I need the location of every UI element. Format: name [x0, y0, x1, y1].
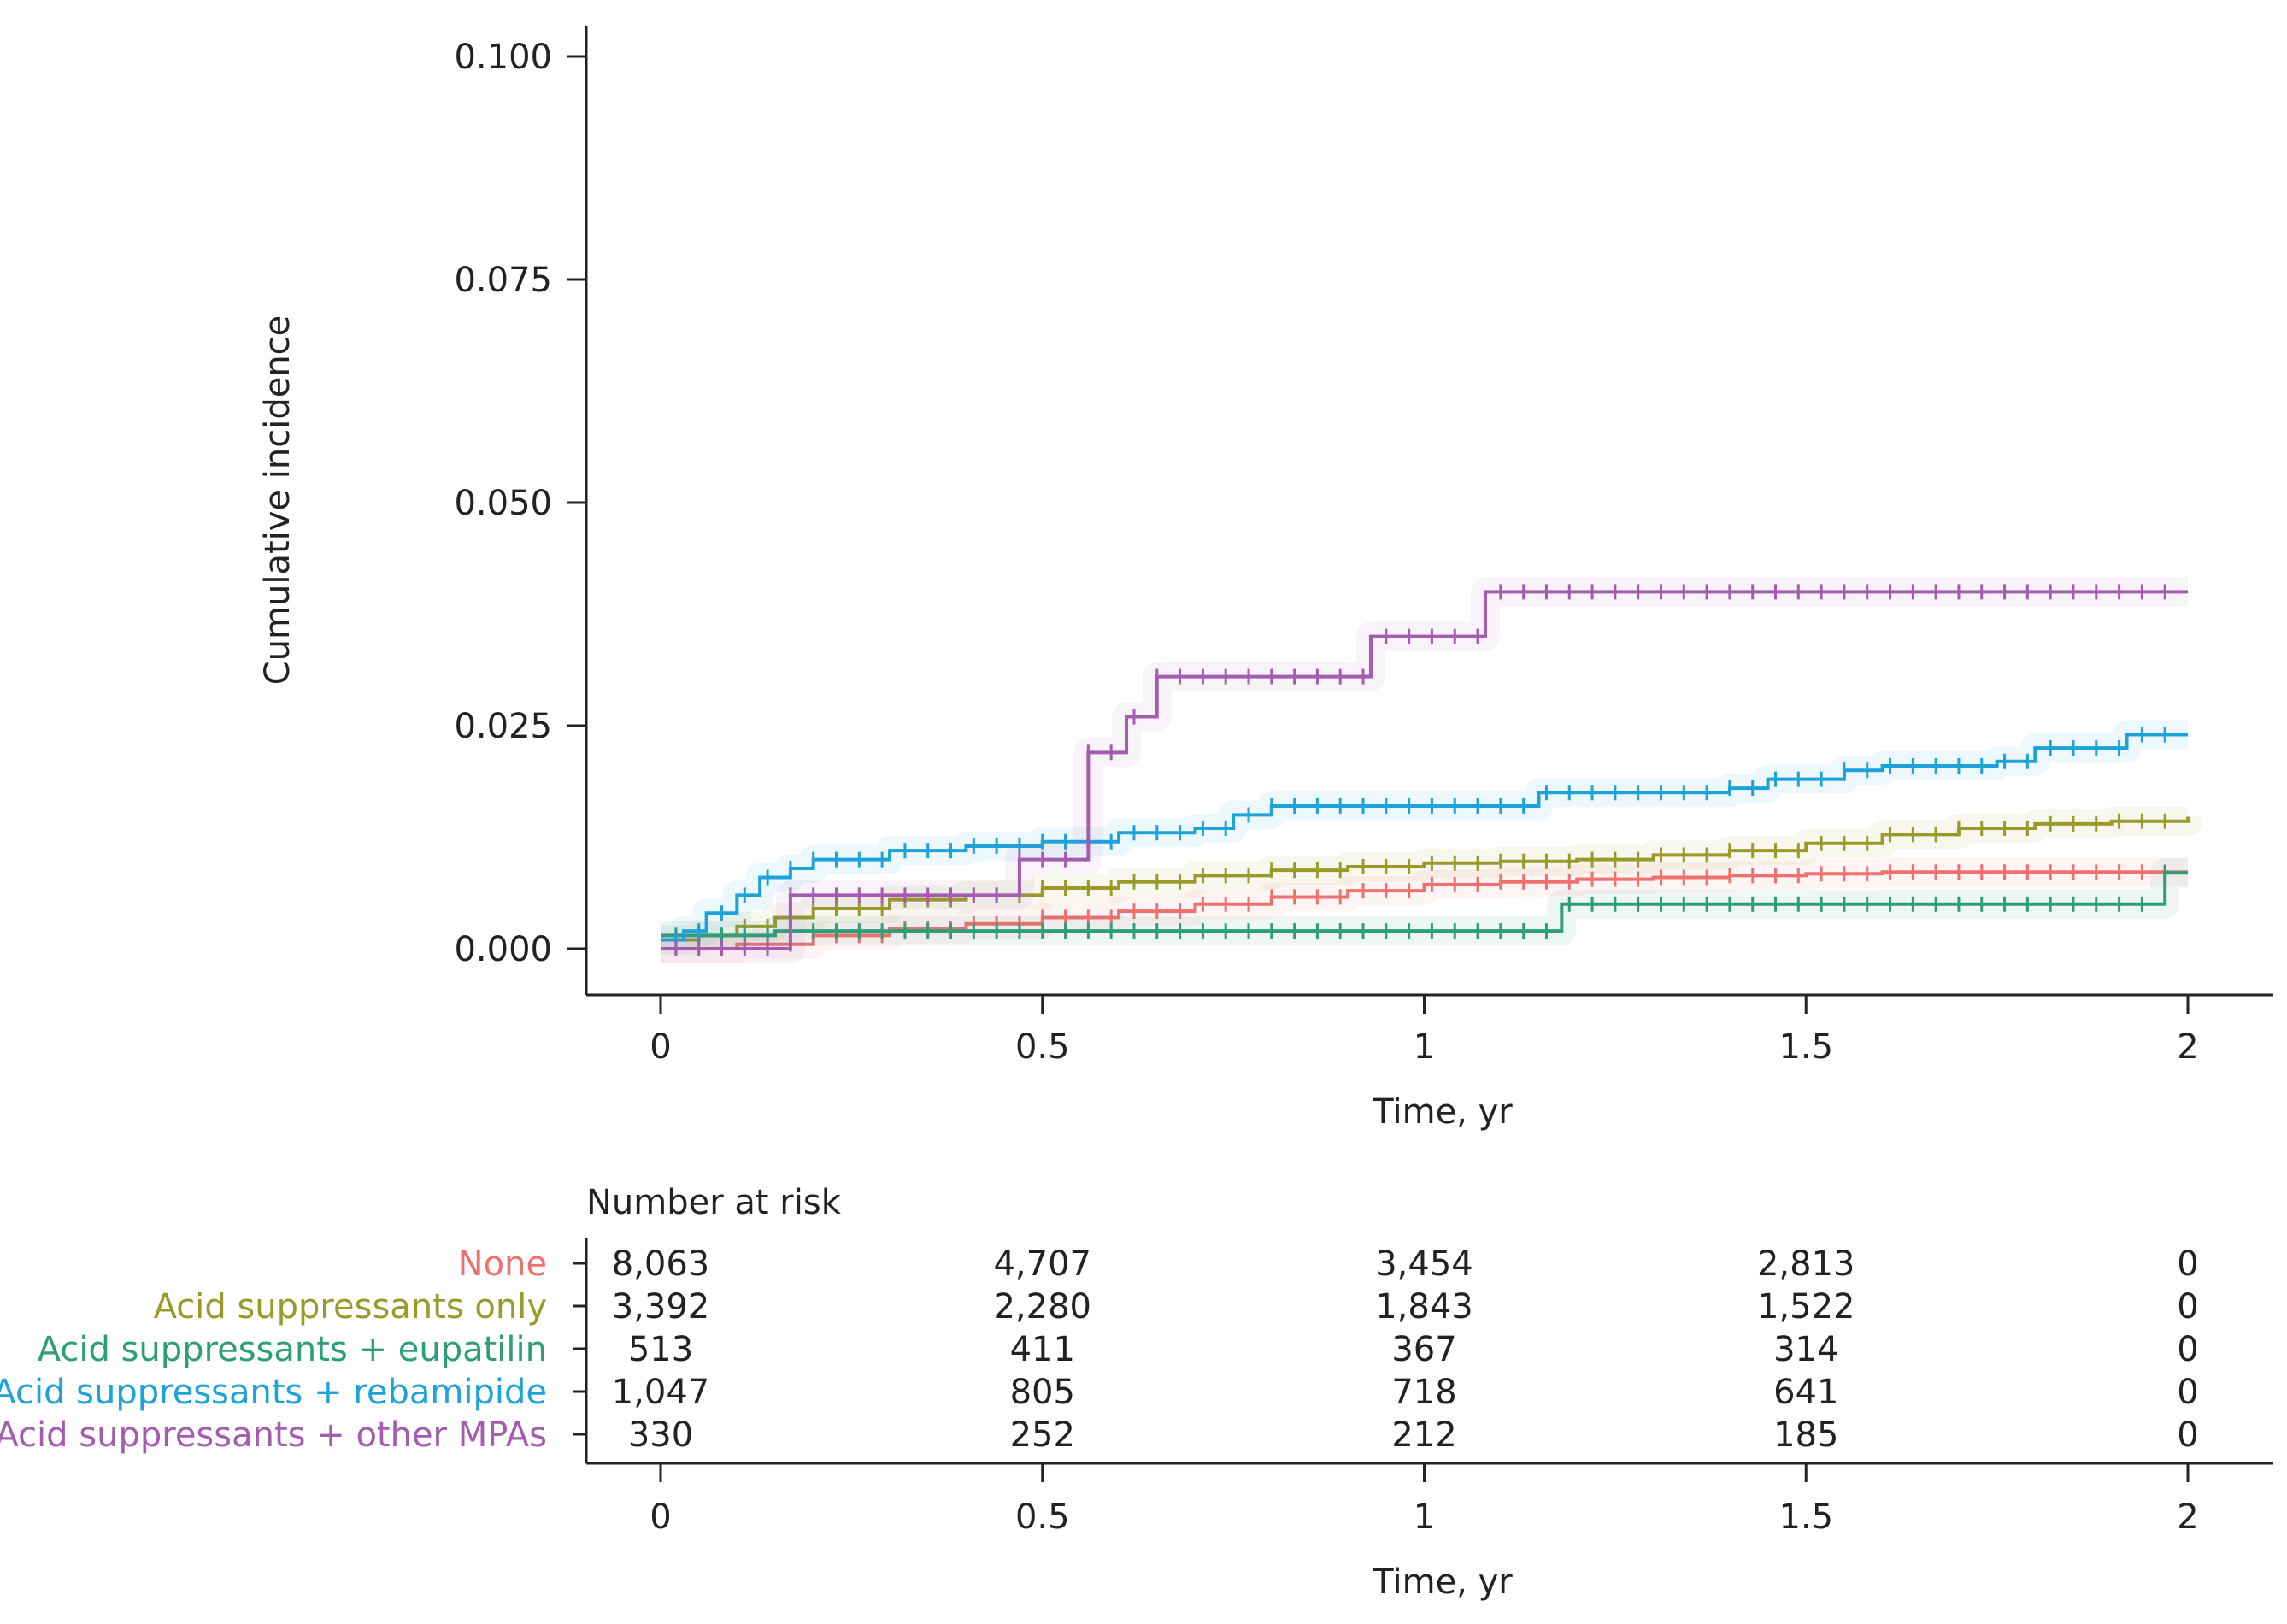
risk-x-tick-label: 0	[650, 1497, 671, 1537]
series-line	[661, 590, 2188, 950]
risk-value: 252	[1010, 1415, 1075, 1455]
risk-table-title: Number at risk	[586, 1183, 842, 1222]
risk-value: 718	[1391, 1373, 1456, 1412]
risk-x-tick-label: 2	[2177, 1497, 2198, 1537]
x-tick-label: 1	[1414, 1027, 1435, 1067]
risk-x-axis-ticks: 0 0.5 1 1.5 2	[650, 1463, 2199, 1537]
risk-value: 2,813	[1757, 1244, 1855, 1284]
series-line	[661, 871, 2188, 938]
risk-value: 1,522	[1757, 1287, 1855, 1327]
risk-value: 513	[628, 1330, 693, 1369]
y-tick-label: 0.025	[454, 707, 552, 746]
y-tick-label: 0.050	[454, 484, 552, 523]
series-line	[661, 870, 2188, 950]
risk-x-tick-label: 1.5	[1778, 1497, 1833, 1537]
risk-value: 1,047	[612, 1373, 710, 1412]
risk-row-label: Acid suppressants + eupatilin	[38, 1330, 547, 1369]
risk-value: 367	[1391, 1330, 1456, 1369]
risk-value: 1,843	[1375, 1287, 1473, 1327]
risk-value: 0	[2177, 1415, 2198, 1455]
y-tick-label: 0.100	[454, 38, 552, 77]
y-axis-title: Cumulative incidence	[258, 315, 297, 685]
series-line	[661, 733, 2188, 942]
x-axis-ticks: 0 0.5 1 1.5 2	[650, 995, 2199, 1067]
x-tick-label: 0	[650, 1027, 671, 1067]
risk-value: 314	[1773, 1330, 1838, 1369]
series-acid-suppressants-only	[661, 806, 2202, 955]
risk-value: 2,280	[993, 1287, 1091, 1327]
risk-value: 0	[2177, 1244, 2198, 1284]
x-tick-label: 0.5	[1015, 1027, 1070, 1067]
risk-x-tick-label: 0.5	[1015, 1497, 1070, 1537]
series-acid-suppressants-other-mpas	[661, 577, 2188, 963]
risk-value: 8,063	[612, 1244, 710, 1284]
x-tick-label: 2	[2177, 1027, 2198, 1067]
plot-area: 0.000 0.025 0.050 0.075 0.100 0 0.5 1 1.5 2 Cumu…	[258, 26, 2273, 1132]
risk-value: 0	[2177, 1287, 2198, 1327]
risk-value: 3,454	[1375, 1244, 1473, 1284]
series-layer	[661, 577, 2202, 963]
risk-value: 641	[1773, 1373, 1838, 1412]
risk-row-label: None	[458, 1244, 547, 1284]
risk-value: 185	[1773, 1415, 1838, 1455]
risk-value: 212	[1391, 1415, 1456, 1455]
risk-rows: None 8,063 4,707 3,454 2,813 0 Acid suppressan…	[0, 1244, 2199, 1455]
risk-value: 4,707	[993, 1244, 1091, 1284]
risk-value: 411	[1010, 1330, 1075, 1369]
y-tick-label: 0.000	[454, 930, 552, 969]
y-tick-label: 0.075	[454, 261, 552, 300]
x-axis-title: Time, yr	[1372, 1092, 1513, 1132]
y-axis-ticks: 0.000 0.025 0.050 0.075 0.100	[454, 38, 586, 969]
risk-row-label: Acid suppressants + other MPAs	[0, 1415, 547, 1455]
series-acid-suppressants-rebamipide	[661, 720, 2188, 955]
series-acid-suppressants-eupatilin	[661, 858, 2188, 950]
risk-row-label: Acid suppressants + rebamipide	[0, 1373, 547, 1412]
risk-value: 0	[2177, 1330, 2198, 1369]
risk-value: 330	[628, 1415, 693, 1455]
x-tick-label: 1.5	[1778, 1027, 1833, 1067]
risk-row-label: Acid suppressants only	[154, 1287, 547, 1327]
risk-x-axis-title: Time, yr	[1372, 1562, 1513, 1602]
risk-x-tick-label: 1	[1414, 1497, 1435, 1537]
risk-table: Number at risk None 8,063 4,707 3,454 2,813 0…	[0, 1183, 2273, 1602]
risk-value: 3,392	[612, 1287, 710, 1327]
risk-value: 0	[2177, 1373, 2198, 1412]
risk-value: 805	[1010, 1373, 1075, 1412]
